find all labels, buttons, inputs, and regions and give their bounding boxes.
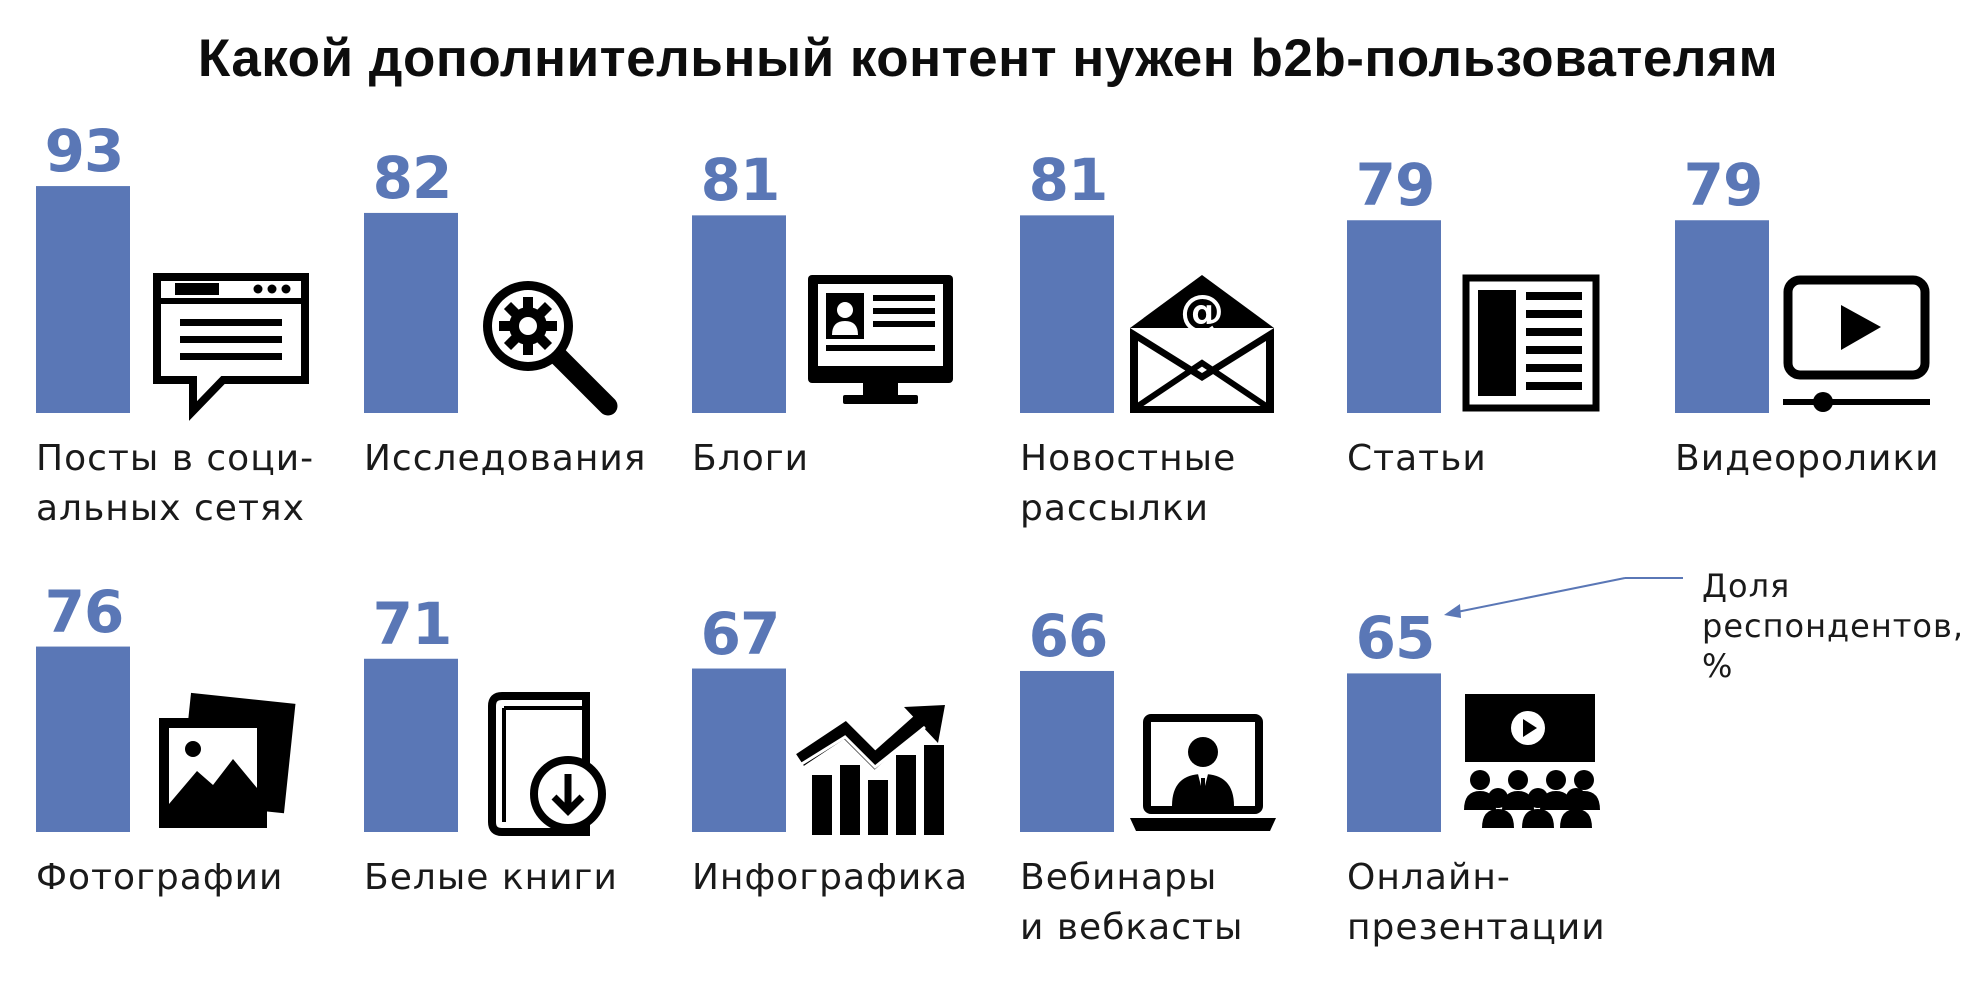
bar-1 xyxy=(36,186,130,413)
data-label-6: 79 xyxy=(1683,151,1764,220)
legend-note-line: респондентов, xyxy=(1702,607,1964,645)
category-label-line: Онлайн- xyxy=(1347,857,1511,898)
bar-10 xyxy=(1020,670,1114,832)
category-label-6: Видеоролики xyxy=(1675,434,1976,484)
bar-6 xyxy=(1675,220,1769,413)
data-label-3: 81 xyxy=(700,146,781,215)
category-label-11: Онлайн-презентации xyxy=(1347,853,1667,953)
whitepaper-download-icon xyxy=(488,692,606,836)
category-label-line: презентации xyxy=(1347,907,1606,948)
category-label-line: Инфографика xyxy=(692,857,969,898)
data-label-4: 81 xyxy=(1028,146,1109,215)
category-label-5: Статьи xyxy=(1347,434,1667,484)
data-label-2: 82 xyxy=(372,143,453,212)
category-label-line: рассылки xyxy=(1020,488,1210,529)
research-magnifier-icon xyxy=(483,281,618,416)
category-label-line: альных сетях xyxy=(36,488,305,529)
infographic-growth-icon xyxy=(796,705,945,835)
category-label-line: Новостные xyxy=(1020,438,1237,479)
social-post-icon xyxy=(153,273,309,421)
category-label-7: Фотографии xyxy=(36,853,356,903)
blog-monitor-icon xyxy=(808,275,953,404)
data-label-5: 79 xyxy=(1355,151,1436,220)
category-label-4: Новостные рассылки xyxy=(1020,434,1340,534)
category-label-10: Вебинары и вебкасты xyxy=(1020,853,1340,953)
category-label-line: Статьи xyxy=(1347,438,1487,479)
legend-note: Доля респондентов, % xyxy=(1702,566,1964,686)
bar-5 xyxy=(1347,220,1441,413)
category-label-2: Исследования xyxy=(364,434,684,484)
data-label-10: 66 xyxy=(1028,601,1109,670)
data-label-11: 65 xyxy=(1355,604,1436,673)
category-label-line: Исследования xyxy=(364,438,647,479)
legend-note-line: % xyxy=(1702,647,1734,685)
category-label-line: и вебкасты xyxy=(1020,907,1244,948)
category-label-line: Вебинары xyxy=(1020,857,1218,898)
category-label-line: Видеоролики xyxy=(1675,438,1940,479)
data-label-8: 71 xyxy=(372,589,453,658)
svg-text:@: @ xyxy=(1180,286,1224,337)
category-label-9: Инфографика xyxy=(692,853,1012,903)
video-player-icon xyxy=(1783,275,1930,412)
data-label-7: 76 xyxy=(44,577,125,646)
article-page-icon xyxy=(1462,274,1600,412)
category-label-line: Посты в соци- xyxy=(36,438,315,479)
bar-11 xyxy=(1347,673,1441,832)
legend-arrow xyxy=(1444,577,1683,618)
category-label-line: Фотографии xyxy=(36,857,284,898)
legend-note-line: Доля xyxy=(1702,567,1791,605)
category-label-line: Белые книги xyxy=(364,857,618,898)
email-envelope-icon: @ xyxy=(1130,275,1274,413)
bar-9 xyxy=(692,668,786,832)
data-label-1: 93 xyxy=(44,117,125,186)
bar-8 xyxy=(364,658,458,832)
category-label-8: Белые книги xyxy=(364,853,684,903)
bar-7 xyxy=(36,646,130,832)
bar-4 xyxy=(1020,215,1114,413)
webinar-laptop-icon xyxy=(1130,714,1276,831)
photos-icon xyxy=(159,692,296,828)
category-label-1: Посты в соци-альных сетях xyxy=(36,434,356,534)
bar-3 xyxy=(692,215,786,413)
category-label-3: Блоги xyxy=(692,434,1012,484)
data-label-9: 67 xyxy=(700,599,781,668)
bar-2 xyxy=(364,212,458,413)
chart-title: Какой дополнительный контент нужен b2b-п… xyxy=(197,29,1779,88)
category-label-line: Блоги xyxy=(692,438,810,479)
online-presentation-icon xyxy=(1464,694,1600,828)
